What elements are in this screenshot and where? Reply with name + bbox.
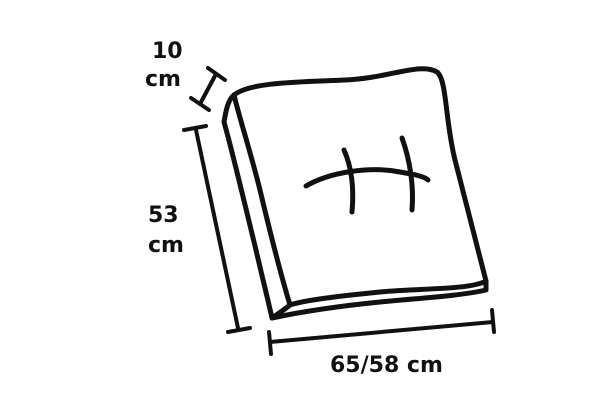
width-label: 65/58 cm <box>330 353 443 378</box>
width-dimension-cap-right <box>490 308 496 334</box>
cushion-side-face <box>221 92 293 321</box>
depth-value: 53 <box>148 203 179 228</box>
cushion-front-edge <box>269 278 489 321</box>
width-dimension: 65/58 cm <box>267 308 496 378</box>
thickness-dimension-cap-bottom <box>189 96 211 112</box>
depth-dimension-line <box>194 128 240 330</box>
tufting-right-stitch <box>399 135 415 213</box>
tufting-left-stitch <box>341 147 356 215</box>
width-dimension-line <box>268 320 495 344</box>
tufting-horizontal-stitch <box>303 167 431 189</box>
thickness-unit: cm <box>145 67 181 92</box>
thickness-dimension: 10 cm <box>145 39 227 112</box>
depth-dimension-cap-top <box>182 124 208 132</box>
width-dimension-cap-left <box>267 330 273 356</box>
depth-unit: cm <box>148 233 184 258</box>
depth-dimension-cap-bottom <box>226 326 252 334</box>
thickness-dimension-cap-top <box>206 66 227 82</box>
seat-cushion-icon <box>221 66 489 321</box>
depth-dimension: 53 cm <box>148 124 252 334</box>
thickness-value: 10 <box>152 39 183 64</box>
tufting-stitch-icon <box>303 135 431 215</box>
cushion-top-face <box>231 66 489 308</box>
thickness-dimension-line <box>198 72 218 106</box>
